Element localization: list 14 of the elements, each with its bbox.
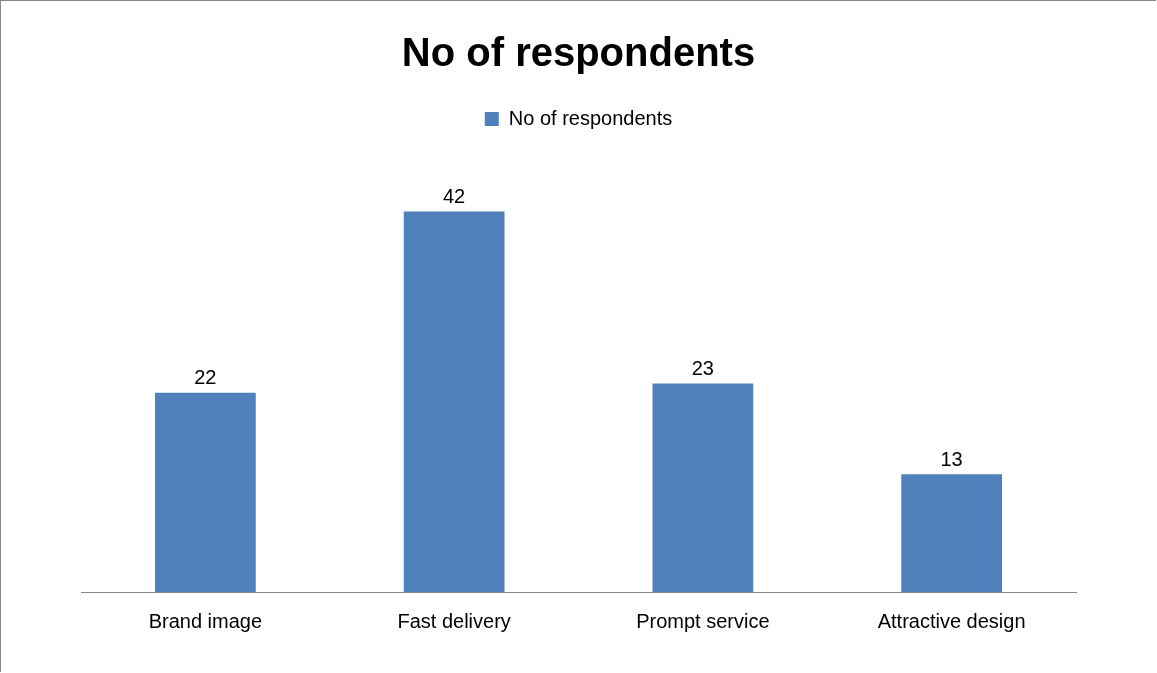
legend-label: No of respondents [508, 106, 673, 129]
data-label: 42 [443, 185, 466, 207]
data-label: 13 [940, 447, 963, 470]
bar [155, 392, 256, 592]
data-label: 23 [691, 357, 714, 380]
chart-title: No of respondents [401, 30, 756, 75]
bar [403, 211, 505, 592]
x-tick-label: Brand image [148, 609, 263, 632]
bar [901, 474, 1002, 592]
x-tick-label: Fast delivery [397, 609, 511, 632]
x-tick-label: Prompt service [636, 609, 770, 632]
x-tick-label: Attractive design [877, 609, 1026, 632]
data-label: 22 [194, 366, 217, 389]
bar [652, 383, 754, 592]
